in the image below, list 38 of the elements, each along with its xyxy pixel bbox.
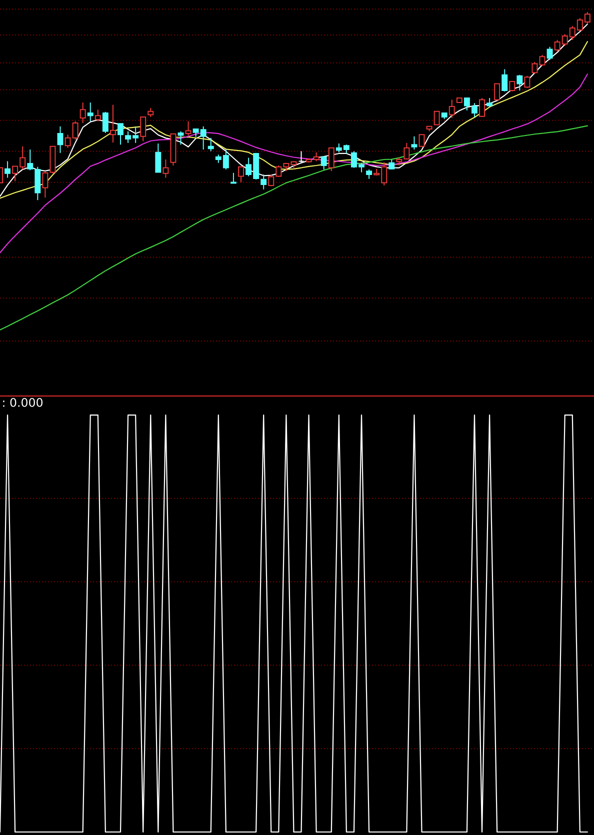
candlestick [320,156,327,170]
candlestick [524,75,530,88]
candlestick [494,83,500,101]
series-label: : 0.000 [3,398,43,407]
candlestick [238,166,244,183]
candlestick [411,136,418,150]
candlestick [479,98,485,118]
candlestick [464,98,470,111]
candlestick [471,102,478,118]
candlestick [546,46,553,60]
candlestick [328,147,334,172]
candlestick [502,68,508,92]
candlestick [516,74,523,91]
candlestick [260,174,267,190]
candlestick [298,150,304,163]
candlestick [486,98,493,108]
candlestick [80,102,86,124]
candlestick [185,120,192,136]
candlestick [94,109,101,122]
candlestick [140,116,146,142]
candlestick [434,110,440,126]
candlestick [532,61,538,74]
candlestick [208,137,214,152]
candlestick [230,172,236,184]
candlestick [110,104,116,144]
candlestick [366,168,372,180]
candlestick [4,160,11,178]
candlestick [102,111,108,134]
candlestick [87,102,94,122]
candlestick [388,158,395,170]
candlestick [155,143,162,173]
candlestick [539,54,546,66]
candlestick [448,99,455,118]
candlestick [57,126,64,154]
candlestick [162,158,169,178]
candlestick [118,123,124,146]
candlestick [148,107,154,118]
candlestick [418,134,425,147]
